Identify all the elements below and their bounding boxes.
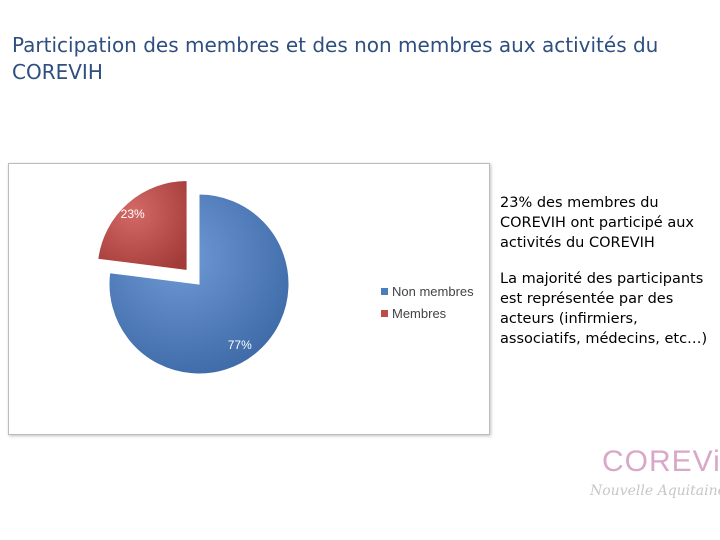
pie-slice-non-membres: [108, 193, 290, 375]
legend-swatch-non-membres: [381, 287, 388, 295]
pie-data-label: 77%: [228, 338, 252, 352]
slide-title: Participation des membres et des non mem…: [12, 33, 659, 84]
side-text: 23% des membres du COREVIH ont participé…: [500, 193, 710, 365]
legend-swatch-membres: [381, 309, 388, 317]
corevih-logo: COREViH Nouvelle Aquitaine: [590, 445, 720, 515]
chart-legend: Non membres Membres: [381, 280, 474, 324]
legend-label: Non membres: [392, 283, 474, 299]
pie-chart-svg: 77% 23%: [97, 179, 290, 375]
legend-label: Membres: [392, 305, 447, 321]
pie-data-label: 23%: [121, 207, 145, 221]
pie-chart: 77% 23% Non membres Membres: [8, 163, 490, 435]
side-paragraph-2: La majorité des participants est représe…: [500, 271, 708, 347]
side-paragraph-1: 23% des membres du COREVIH ont participé…: [500, 195, 694, 251]
pie-slice-membres: [97, 179, 188, 272]
legend-item-non-membres: Non membres: [381, 280, 474, 302]
logo-word: COREViH: [602, 445, 720, 478]
legend-item-membres: Membres: [381, 302, 474, 324]
logo-subtitle: Nouvelle Aquitaine: [590, 483, 720, 499]
